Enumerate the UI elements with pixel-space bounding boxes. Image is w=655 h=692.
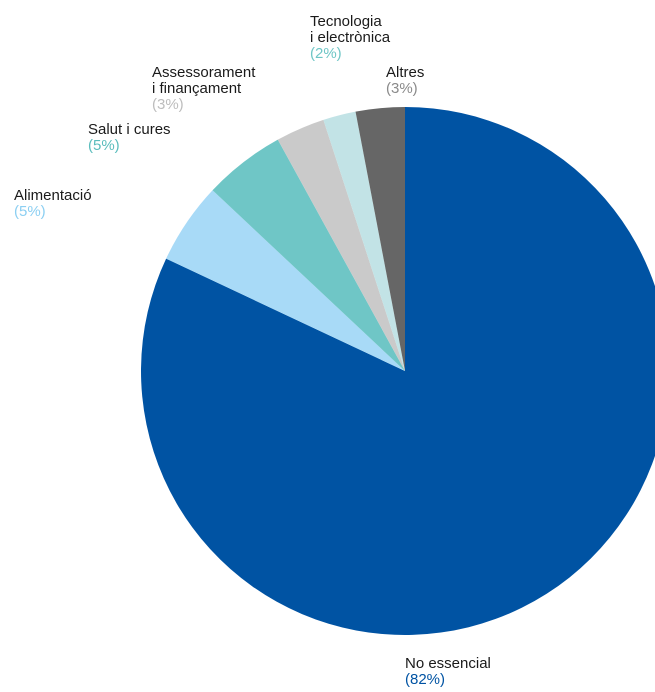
slice-label-salut-i-cures: Salut i cures (5%) [88, 121, 171, 154]
slice-label-tecnologia-i-electronica: Tecnologia i electrònica (2%) [310, 13, 391, 62]
slice-label-no-essencial: No essencial (82%) [405, 655, 491, 688]
pie-slice-tecnologia-i-electronica [323, 111, 405, 372]
pie-slice-altres [355, 107, 405, 371]
pie-slice-assessorament-i-financament [277, 119, 405, 371]
slice-value-label: (3%) [386, 80, 418, 97]
pie-labels: No essencial (82%) Alimentació (5%) Salut i … [14, 13, 491, 688]
slice-value-label: (3%) [152, 96, 184, 113]
slice-value-label: (2%) [310, 45, 342, 62]
slice-label-altres: Altres (3%) [386, 64, 424, 97]
slice-value-label: (82%) [405, 671, 445, 688]
slice-value-label: (5%) [88, 137, 120, 154]
slice-label-alimentacio: Alimentació (5%) [14, 187, 92, 220]
pie-slice-no-essencial [141, 107, 655, 635]
slice-value-label: (5%) [14, 203, 46, 220]
pie-slice-salut-i-cures [212, 139, 405, 371]
pie-slices [141, 107, 655, 635]
pie-slice-alimentacio [166, 190, 405, 371]
slice-label-assessorament-i-financament: Assessorament i finançament (3%) [152, 64, 256, 113]
